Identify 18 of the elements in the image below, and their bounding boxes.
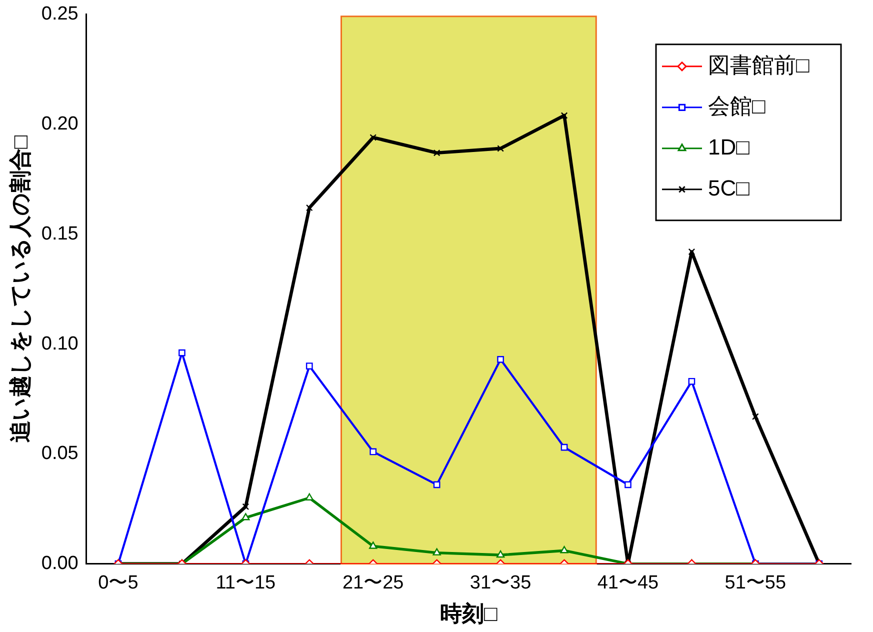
legend-label: 5C□ (708, 175, 750, 200)
y-tick-label: 0.05 (41, 443, 78, 464)
x-tick-label: 11〜15 (216, 572, 276, 594)
y-tick-label: 0.00 (41, 553, 78, 574)
y-tick-label: 0.15 (41, 223, 78, 244)
x-tick-label: 31〜35 (470, 572, 532, 594)
y-tick-label: 0.10 (41, 333, 78, 354)
y-axis-title: 追い越しをしている人の割合□ (7, 134, 32, 443)
x-tick-label: 0〜5 (98, 572, 138, 594)
legend-label: 図書館前□ (708, 52, 810, 78)
legend-label: 1D□ (708, 134, 750, 160)
x-axis-title: 時刻□ (440, 600, 498, 626)
x-tick-label: 51〜55 (724, 572, 786, 594)
y-tick-label: 0.25 (41, 4, 78, 25)
x-tick-label: 21〜25 (342, 572, 404, 594)
legend-label: 会館□ (708, 93, 766, 118)
x-tick-label: 41〜45 (597, 572, 659, 594)
y-tick-label: 0.20 (41, 114, 78, 135)
